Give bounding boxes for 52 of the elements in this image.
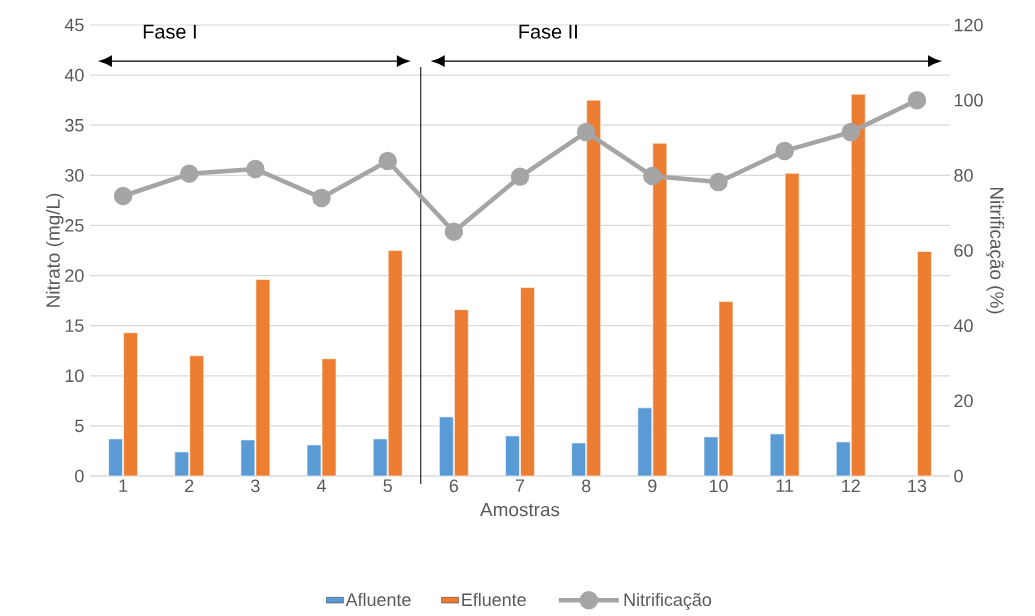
y-tick-label: 45 <box>64 18 84 32</box>
y-tick-label: 10 <box>65 369 84 383</box>
point <box>378 151 397 171</box>
x-tick-label: 9 <box>648 479 657 493</box>
x-tick-label: 7 <box>515 479 525 492</box>
x-axis-title: Amostras <box>480 503 560 517</box>
x-tick-label: 3 <box>251 479 260 493</box>
annotation: Fase II <box>519 24 577 39</box>
x-tick-label: 12 <box>842 479 860 493</box>
y2-tick-label: 100 <box>954 93 983 107</box>
y2-tick-label: 40 <box>953 319 973 333</box>
x-tick-label: 5 <box>383 479 392 493</box>
legend-label: Nitrificação <box>624 592 712 610</box>
annotation: Fase I <box>143 24 196 39</box>
legend-label: Afluente <box>345 592 411 607</box>
x-tick-label: 1 <box>119 479 128 492</box>
point <box>510 167 530 187</box>
point <box>312 188 331 208</box>
x-tick-label: 4 <box>316 479 327 492</box>
x-tick-label: 8 <box>581 479 591 493</box>
y-tick-label: 15 <box>65 319 84 332</box>
point <box>775 141 794 161</box>
y2-tick-label: 0 <box>954 469 963 483</box>
legend-label: Efluente <box>462 592 526 607</box>
point <box>643 166 662 186</box>
y2-axis-title: Nitrificação (%) <box>986 187 1005 314</box>
x-tick-label: 6 <box>449 479 459 493</box>
y2-tick-label: 60 <box>954 244 973 257</box>
point <box>576 122 596 142</box>
y2-tick-label: 80 <box>954 168 973 182</box>
point <box>444 222 464 241</box>
y2-tick-label: 20 <box>954 394 973 408</box>
point <box>841 122 861 142</box>
x-tick-label: 11 <box>776 479 794 492</box>
y-tick-label: 0 <box>75 469 84 483</box>
x-tick-label: 2 <box>185 479 194 493</box>
point <box>709 172 728 192</box>
y-tick-label: 25 <box>65 219 84 232</box>
y2-tick-label: 120 <box>954 18 983 32</box>
y-tick-label: 5 <box>75 419 84 433</box>
point <box>246 159 265 179</box>
point <box>907 90 927 110</box>
y-tick-label: 30 <box>65 168 84 182</box>
y-axis-title: Nitrato (mg/L) <box>45 193 64 307</box>
y-tick-label: 40 <box>64 68 84 82</box>
point <box>113 186 133 206</box>
x-tick-label: 10 <box>709 479 728 493</box>
y-tick-label: 35 <box>65 118 84 132</box>
y-tick-label: 20 <box>65 269 84 282</box>
bar <box>917 251 932 477</box>
point <box>179 164 199 184</box>
x-tick-label: 13 <box>908 479 927 493</box>
